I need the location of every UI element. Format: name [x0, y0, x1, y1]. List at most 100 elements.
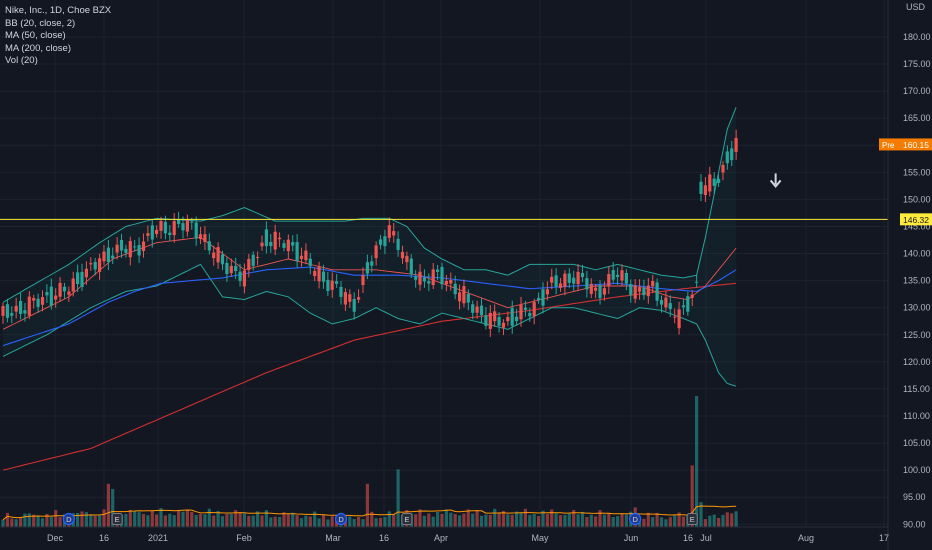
candle-body — [708, 174, 712, 192]
volume-bar — [484, 514, 488, 527]
volume-bar — [717, 517, 721, 527]
candle-body — [673, 316, 677, 318]
candle-body — [49, 286, 53, 306]
earnings-marker[interactable]: E — [686, 513, 698, 525]
candle-body — [651, 281, 655, 287]
legend-bb[interactable]: BB (20, close, 2) — [5, 17, 76, 29]
indicator-legend: Nike, Inc., 1D, Choe BZX BB (20, close, … — [5, 5, 111, 68]
dividend-marker[interactable]: D — [334, 512, 348, 526]
legend-vol[interactable]: Vol (20) — [5, 55, 38, 67]
candle-body — [576, 271, 580, 285]
volume-bar — [361, 519, 365, 527]
volume-bar — [80, 511, 84, 527]
volume-bar — [458, 515, 462, 527]
volume-bar — [10, 518, 14, 527]
marker-label: E — [690, 515, 695, 524]
dividend-marker[interactable]: D — [629, 512, 642, 526]
x-tick-label: 2021 — [148, 533, 168, 543]
volume-bar — [493, 508, 497, 527]
candle-body — [422, 277, 426, 282]
symbol-title[interactable]: Nike, Inc., 1D, Choe BZX — [5, 5, 112, 16]
badge-bg — [900, 213, 932, 226]
volume-bar — [124, 513, 128, 527]
candle-body — [27, 296, 31, 316]
candle-body — [242, 270, 246, 287]
candle-body — [506, 317, 510, 322]
y-tick-label: 170.00 — [903, 86, 931, 96]
candle-body — [119, 240, 124, 251]
bb-upper-line — [2, 107, 737, 303]
volume-bar — [396, 469, 400, 527]
arrow-down-icon[interactable] — [769, 173, 782, 189]
x-tick-label: Mar — [325, 533, 341, 543]
candle-body — [264, 229, 268, 247]
volume-bar — [291, 512, 295, 527]
candle-body — [449, 280, 453, 284]
earnings-marker[interactable]: E — [401, 513, 413, 525]
y-tick-label: 150.00 — [903, 194, 931, 204]
candle-body — [436, 269, 440, 272]
x-tick-label: 17 — [879, 533, 889, 543]
legend-ma50[interactable]: MA (50, close) — [5, 30, 66, 42]
volume-bar — [712, 514, 716, 527]
volume-bar — [98, 515, 102, 527]
volume-bar — [84, 512, 88, 527]
volume-bar — [550, 509, 554, 527]
volume-bar — [414, 514, 418, 527]
candle-body — [216, 247, 220, 263]
earnings-marker[interactable]: E — [111, 513, 123, 525]
volume-bar — [471, 513, 475, 527]
candle-body — [637, 287, 642, 292]
volume-bar — [436, 512, 440, 527]
volume-bar — [734, 511, 738, 527]
volume-bar — [730, 513, 734, 527]
y-tick-label: 125.00 — [903, 330, 931, 340]
x-tick-label: Jun — [624, 533, 639, 543]
candle-body — [137, 245, 141, 256]
volume-bar — [321, 515, 326, 527]
volume-bar — [708, 515, 712, 527]
volume-bar — [594, 516, 598, 527]
candle-body — [321, 271, 326, 282]
candle-body — [655, 282, 659, 301]
volume-bar — [203, 514, 207, 527]
volume-bar — [36, 515, 40, 527]
volume-bar — [479, 515, 484, 527]
legend-ma200[interactable]: MA (200, close) — [5, 42, 71, 54]
candle-body — [251, 254, 255, 266]
volume-bar — [242, 513, 246, 527]
marker-shape — [111, 513, 123, 525]
volume-bar — [558, 515, 563, 527]
candle-body — [163, 221, 167, 234]
volume-bar — [611, 517, 615, 527]
dividend-marker[interactable]: D — [62, 512, 75, 526]
volume-bar — [317, 518, 321, 527]
premarket-badge: Pre 160.15 — [879, 138, 932, 151]
candle-body — [392, 231, 396, 236]
volume-bar — [234, 510, 238, 527]
y-tick-label: 110.00 — [903, 411, 930, 421]
candle-body — [220, 254, 225, 265]
candle-body — [343, 292, 347, 305]
volume-bar — [185, 510, 189, 527]
candle-body — [313, 270, 317, 277]
candle-body — [580, 272, 585, 278]
volume-bar — [572, 510, 576, 527]
candle-body — [458, 292, 462, 302]
volume-bar — [677, 512, 681, 527]
volume-bar — [607, 513, 611, 527]
volume-bar — [370, 511, 374, 527]
volume-bar — [387, 511, 391, 527]
volume-bar — [699, 502, 703, 527]
bb-lower-line — [2, 263, 737, 387]
volume-bar — [89, 515, 93, 527]
y-tick-label: 145.00 — [903, 222, 931, 232]
volume-bar — [58, 517, 62, 527]
volume-bar — [620, 513, 624, 527]
x-tick-label: Aug — [798, 533, 814, 543]
volume-bar — [466, 509, 470, 527]
candle-body — [554, 275, 558, 287]
